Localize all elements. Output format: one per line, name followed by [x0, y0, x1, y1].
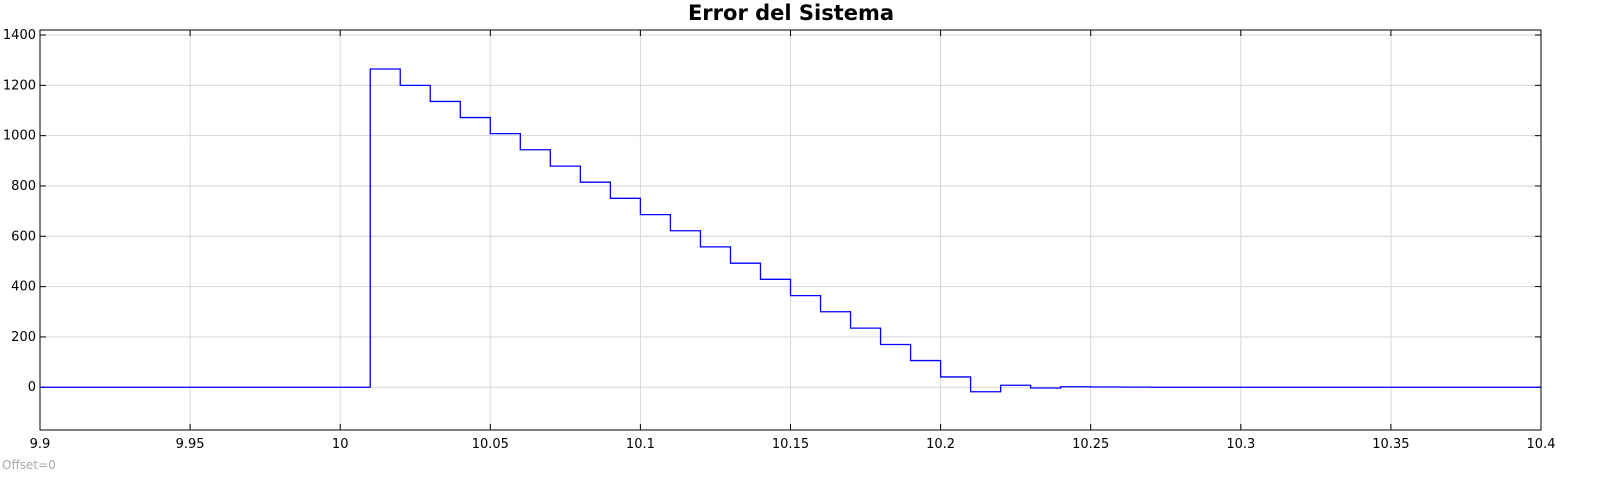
chart-title: Error del Sistema	[688, 1, 894, 25]
y-tick-label: 0	[28, 380, 36, 395]
grid	[40, 30, 1541, 430]
y-tick-label: 400	[11, 280, 36, 295]
series-group	[40, 68, 1541, 393]
plot-frame	[39, 29, 1542, 431]
x-tick-label: 10.15	[772, 437, 809, 452]
offset-label: Offset=0	[2, 458, 56, 472]
x-tick-label: 10	[332, 437, 349, 452]
x-tick-label: 10.3	[1226, 437, 1255, 452]
axis-ticks: 9.9 9.95 10 10.05 10.1 10.15 10.2 10.25 10.3 10.3…	[3, 28, 1556, 452]
x-tick-label: 10.35	[1372, 437, 1409, 452]
x-tick-label: 10.1	[626, 437, 655, 452]
x-tick-label: 9.9	[30, 437, 51, 452]
y-tick-label: 1400	[3, 28, 36, 43]
y-tick-label: 800	[11, 179, 36, 194]
series-line	[40, 68, 1541, 393]
x-tick-label: 9.95	[176, 437, 205, 452]
y-tick-label: 600	[11, 229, 36, 244]
x-tick-label: 10.05	[472, 437, 509, 452]
y-tick-label: 1200	[3, 78, 36, 93]
x-tick-label: 10.25	[1072, 437, 1109, 452]
x-tick-label: 10.4	[1527, 437, 1556, 452]
x-tick-label: 10.2	[926, 437, 955, 452]
y-tick-label: 200	[11, 330, 36, 345]
y-tick-label: 1000	[3, 129, 36, 144]
